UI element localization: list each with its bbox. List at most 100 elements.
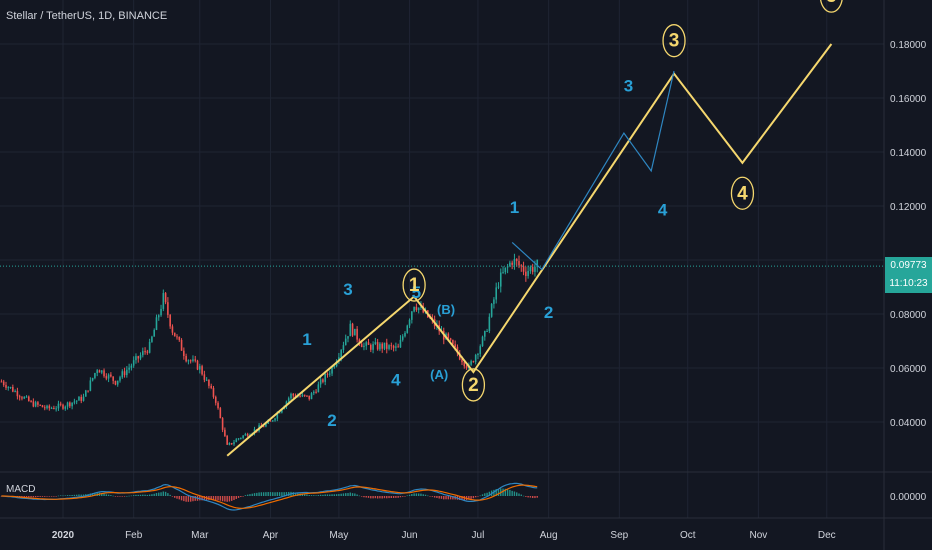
candle-body: [48, 405, 51, 409]
macd-histogram-bar: [397, 496, 399, 498]
candle-body: [196, 360, 199, 370]
wave-label-circled: 4: [737, 183, 748, 204]
candle-body: [89, 380, 92, 391]
macd-histogram-bar: [276, 492, 279, 496]
macd-histogram-bar: [283, 492, 285, 496]
macd-histogram-bar: [529, 496, 532, 498]
candle-body: [82, 396, 85, 401]
candle-body: [139, 355, 142, 359]
macd-histogram-bar: [224, 496, 226, 502]
candle-body: [335, 361, 338, 367]
macd-histogram-bar: [158, 492, 160, 496]
macd-histogram-bar: [217, 496, 219, 501]
candle-body: [370, 344, 372, 350]
macd-histogram-bar: [497, 488, 500, 496]
price-tick-label: 0.06000: [890, 364, 927, 375]
macd-histogram-bar: [376, 496, 379, 499]
macd-histogram-bar: [520, 494, 522, 496]
wave-label-circle: [662, 24, 686, 58]
candle-body: [420, 306, 422, 308]
macd-histogram-bar: [180, 496, 183, 501]
candle-body: [458, 353, 461, 360]
candle-body: [271, 420, 274, 422]
candle-body: [499, 272, 502, 287]
macd-histogram-bar: [82, 494, 85, 496]
macd-histogram-bar: [390, 496, 393, 499]
candle-body: [342, 345, 345, 351]
candle-body: [463, 362, 466, 367]
candle-body: [529, 267, 532, 271]
price-tick-label: 0.18000: [890, 40, 927, 51]
macd-histogram-bar: [48, 496, 51, 497]
time-tick-label: 2020: [52, 530, 75, 541]
candle-body: [479, 346, 482, 354]
candle-body: [192, 359, 194, 361]
macd-histogram-bar: [137, 494, 139, 496]
wave-label-circled: 1: [409, 275, 420, 296]
macd-histogram-bar: [481, 494, 484, 496]
candle-body: [71, 402, 73, 407]
macd-histogram-bar: [126, 495, 128, 497]
macd-histogram-bar: [331, 494, 333, 496]
candle-body: [447, 333, 450, 339]
macd-histogram-bar: [342, 493, 345, 496]
macd-histogram-bar: [413, 493, 415, 496]
macd-histogram-bar: [178, 496, 180, 500]
macd-histogram-bar: [269, 492, 272, 496]
macd-histogram-bar: [39, 496, 41, 497]
macd-histogram-bar: [345, 493, 347, 496]
macd-histogram-bar: [260, 492, 263, 496]
macd-histogram-bar: [34, 496, 37, 498]
macd-histogram-bar: [424, 494, 427, 496]
candle-body: [23, 396, 26, 399]
candle-body: [411, 311, 413, 320]
macd-histogram-bar: [324, 494, 326, 496]
candle-body: [142, 351, 144, 356]
wave-label: 1: [510, 198, 519, 217]
candle-body: [408, 319, 411, 326]
candle-body: [80, 396, 83, 401]
candle-body: [230, 443, 233, 445]
candle-body: [228, 443, 231, 445]
macd-histogram-bar: [53, 496, 55, 497]
time-tick-label: Oct: [680, 530, 696, 541]
candle-body: [30, 401, 32, 403]
candle-body: [326, 373, 329, 375]
price-tick-label: 0.14000: [890, 148, 927, 159]
macd-histogram-bar: [374, 496, 377, 499]
macd-histogram-bar: [167, 493, 169, 496]
candle-body: [531, 267, 534, 272]
macd-histogram-bar: [322, 494, 324, 496]
macd-histogram-bar: [171, 496, 174, 497]
macd-histogram-bar: [365, 496, 367, 498]
candle-body: [233, 442, 235, 445]
candle-body: [18, 396, 21, 398]
candle-body: [214, 396, 217, 403]
candle-body: [301, 394, 304, 397]
candle-body: [144, 351, 146, 353]
candle-body: [449, 338, 452, 341]
candle-body: [75, 400, 78, 402]
candle-body: [151, 336, 153, 342]
candle-body: [28, 396, 30, 402]
macd-histogram-bar: [117, 496, 119, 497]
candle-body: [452, 340, 454, 345]
candles-layer: [0, 253, 884, 446]
candle-body: [333, 366, 336, 368]
macd-histogram-bar: [402, 496, 404, 497]
candle-body: [110, 374, 112, 377]
candle-body: [59, 403, 62, 405]
candle-body: [303, 394, 306, 396]
time-tick-label: Jul: [472, 530, 485, 541]
macd-histogram-bar: [25, 496, 28, 498]
macd-histogram-bar: [201, 496, 203, 501]
candle-body: [217, 402, 219, 409]
macd-histogram-bar: [333, 494, 336, 496]
macd-histogram-bar: [381, 496, 383, 499]
candle-body: [123, 371, 126, 376]
candle-body: [292, 393, 295, 396]
candle-body: [513, 259, 516, 265]
candle-body: [7, 387, 10, 389]
macd-histogram-bar: [509, 489, 511, 496]
